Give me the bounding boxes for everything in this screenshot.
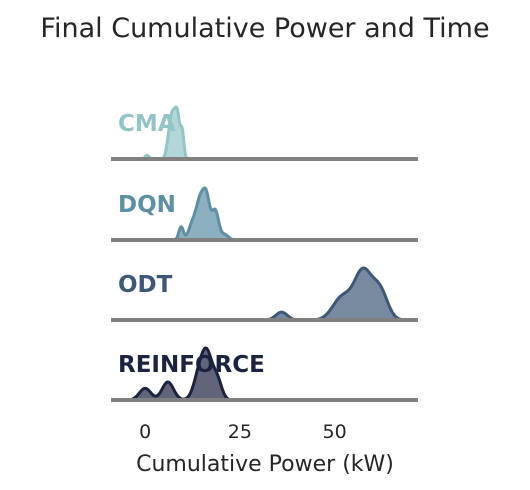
ridge-odt: ODT [111,266,418,322]
row-label-odt: ODT [118,272,173,298]
x-axis-label: Cumulative Power (kW) [136,452,394,477]
ridge-cma: CMA [111,105,418,161]
ridge-dqn: DQN [111,186,418,242]
x-tick-labels: 0 25 50 [139,421,347,443]
row-label-reinforce: REINFORCE [118,352,265,378]
x-tick-25: 25 [228,421,252,443]
x-tick-50: 50 [323,421,347,443]
ridges: CMA DQN ODT REINFORCE [111,105,418,402]
x-tick-0: 0 [139,421,151,443]
ridge-fill-odt [265,268,404,320]
chart-title: Final Cumulative Power and Time [40,13,489,44]
ridge-outline-dqn [173,186,236,242]
row-label-dqn: DQN [118,192,176,218]
ridge-fill-cma [142,107,188,159]
row-label-cma: CMA [118,111,176,137]
ridge-reinforce: REINFORCE [111,346,418,402]
ridge-outline-odt [264,266,405,322]
ridge-fill-reinforce [128,348,232,400]
